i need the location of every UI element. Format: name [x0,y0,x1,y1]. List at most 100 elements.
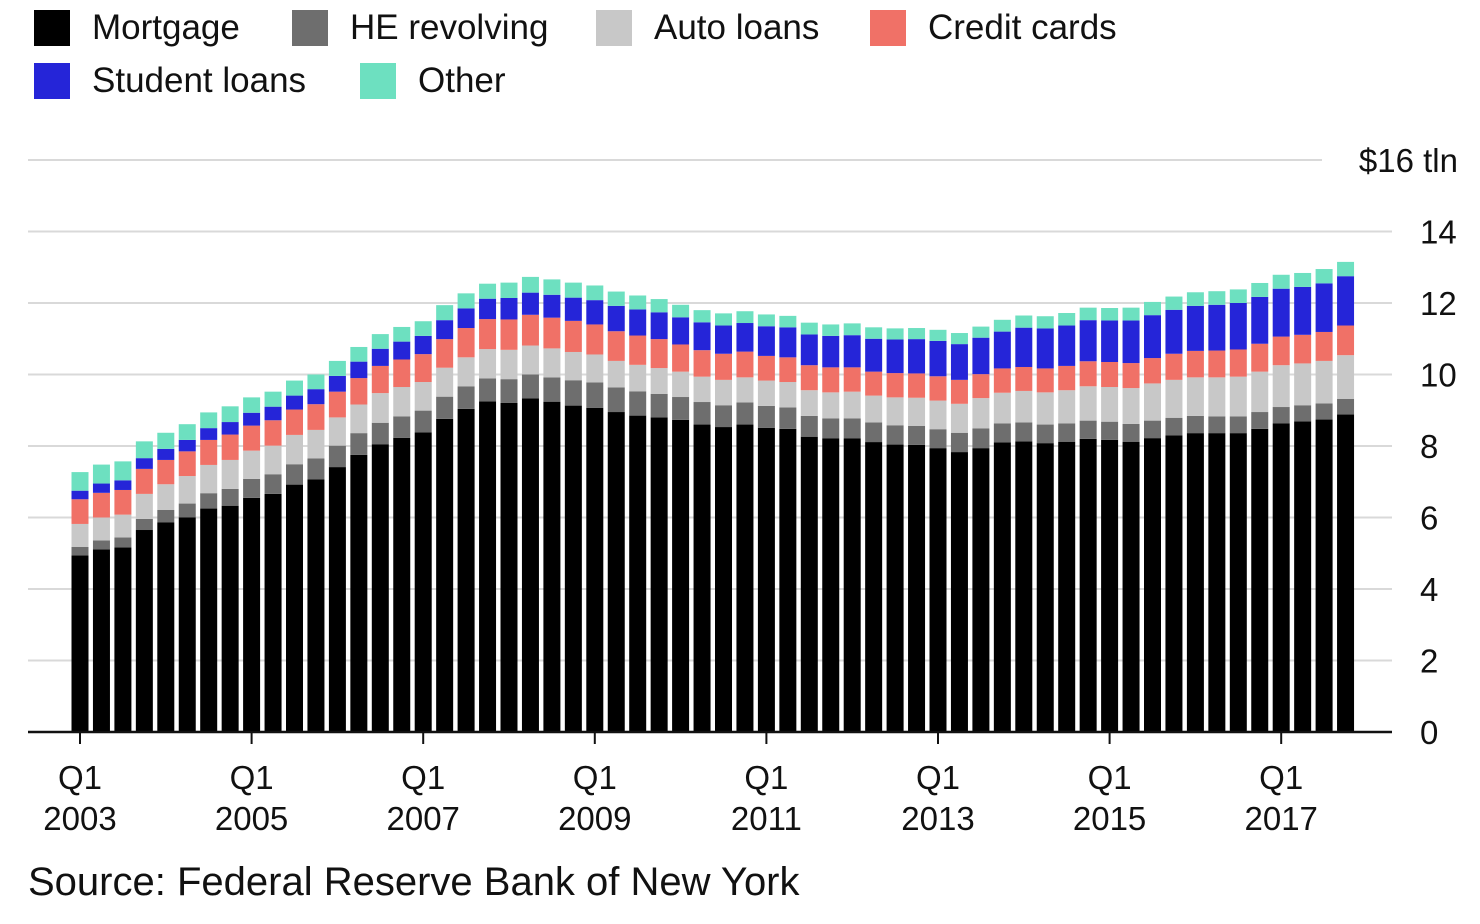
legend-swatch [34,63,70,99]
y-tick-label: 4 [1420,571,1438,608]
bar-segment [779,327,797,358]
bar-segment [865,442,883,732]
bar-segment [114,489,132,515]
bar-segment [328,391,346,418]
bar-segment [393,326,411,342]
bar-segment [1058,365,1076,391]
bar-segment [908,373,926,398]
bar-segment [865,338,883,372]
bar-segment [1294,334,1312,364]
bar-segment [221,505,239,732]
bar-segment [1165,417,1183,436]
bar-segment [1208,350,1226,378]
bar-segment [629,364,647,392]
bar-segment [221,434,239,460]
x-tick-label-quarter: Q1 [58,759,102,796]
bar-segment [457,357,475,387]
bar-segment [1229,433,1247,732]
legend-swatch [292,10,328,46]
bar-segment [71,499,89,524]
bar-segment [1058,423,1076,442]
bar-segment [779,382,797,408]
bar-segment [908,397,926,426]
bar-segment [672,419,690,732]
bar-segment [1165,353,1183,380]
bar-segment [1165,296,1183,310]
bar-segment [715,353,732,380]
bar-segment [1208,416,1226,434]
bar-segment [629,391,647,416]
bar-segment [436,367,454,397]
x-tick-label-quarter: Q1 [916,759,960,796]
bar-segment [135,468,153,494]
bar-segment [629,335,647,365]
legend-item: HE revolving [292,8,548,48]
bar-segment [371,348,389,366]
bar-segment [972,448,990,732]
bar-segment [135,441,153,459]
bar-segment [1058,390,1076,424]
bar-segment [243,425,261,451]
bar-segment [157,459,175,485]
bar-segment [564,380,582,406]
bar-segment [1144,358,1161,384]
bar-segment [1229,289,1247,303]
bar-segment [1272,288,1290,337]
bar-segment [908,444,926,732]
bar-segment [479,283,497,299]
bar-segment [135,518,153,531]
bar-segment [886,373,904,398]
bar-segment [1294,286,1312,335]
bar-segment [950,333,968,345]
bar-segment [993,368,1011,393]
bar-segment [157,509,175,523]
legend-label: Other [418,61,506,100]
bar-segment [607,291,625,306]
bar-segment [1144,438,1161,732]
bar-segment [1315,283,1333,332]
bar-segment [1122,388,1140,424]
y-tick-label: 0 [1420,714,1438,751]
legend-label: Auto loans [654,8,820,47]
bar-segment [950,344,968,380]
bar-segment [157,522,175,732]
bar-segment [779,357,797,383]
bar-segment [71,472,89,491]
bar-segment [457,293,475,309]
bar-segment [1229,416,1247,434]
bar-segment [521,292,539,315]
bar-segment [564,351,582,381]
x-tick-label-year: 2007 [386,800,459,837]
bar-segment [1208,433,1226,732]
bar-segment [264,391,282,407]
bar-segment [92,549,110,732]
bar-segment [307,404,325,430]
bar-segment [414,382,432,411]
bar-segment [71,546,89,556]
bar-segment [950,432,968,453]
bar-segment [521,314,539,346]
bar-segment [607,387,625,413]
bar-segment [243,412,261,426]
bar-segment [1015,327,1033,367]
bar-segment [286,380,303,396]
legend-item: Student loans [34,61,306,101]
bar-segment [822,335,840,368]
bar-segment [1036,316,1054,329]
bar-segment [886,339,904,374]
bar-segment [1186,292,1204,306]
bar-segment [972,374,990,399]
bar-segment [114,547,132,732]
bar-segment [1294,363,1312,406]
bar-segment [586,382,604,408]
bar-segment [1165,379,1183,418]
bar-segment [1186,377,1204,416]
bar-segment [736,311,754,324]
bar-segment [800,436,818,732]
bar-segment [178,517,196,732]
bar-segment [371,365,389,394]
legend-swatch [34,10,70,46]
bar-segment [650,417,668,732]
x-tick-label-year: 2013 [901,800,974,837]
